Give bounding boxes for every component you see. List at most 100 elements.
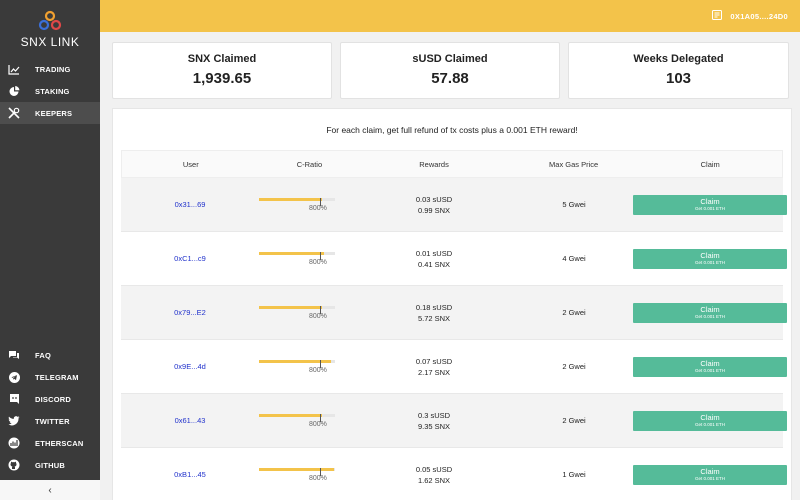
rewards-cell: 0.07 sUSD 2.17 SNX — [359, 356, 509, 378]
user-cell: 0x31...69 — [121, 200, 259, 209]
sidebar-item-faq[interactable]: FAQ — [0, 344, 100, 366]
user-address-link[interactable]: 0x61...43 — [174, 416, 206, 425]
sidebar-item-label: FAQ — [35, 350, 52, 360]
cratio-bar: 800% — [259, 249, 359, 269]
gas-price-cell: 5 Gwei — [562, 200, 586, 209]
discord-icon — [8, 393, 20, 405]
cratio-cell: 800% — [259, 411, 359, 431]
claim-button[interactable]: Claim Get 0.001 ETH — [633, 356, 787, 377]
column-header-user: User — [182, 159, 199, 169]
user-address-link[interactable]: 0x9E...4d — [174, 362, 206, 371]
pie-chart-icon — [8, 85, 20, 97]
claim-button-sublabel: Get 0.001 ETH — [694, 421, 725, 427]
table-row: 0x79...E2 800% 0.18 sUSD 5.72 SNX 2 Gwei… — [121, 286, 787, 340]
sidebar-item-label: GITHUB — [35, 460, 65, 470]
claim-button[interactable]: Claim Get 0.001 ETH — [633, 464, 787, 485]
cratio-bar: 800% — [259, 411, 359, 431]
claim-cell: Claim Get 0.001 ETH — [633, 356, 787, 377]
sidebar-item-keepers[interactable]: KEEPERS — [0, 102, 100, 124]
user-cell: 0x79...E2 — [121, 308, 259, 317]
cratio-label: 800% — [309, 258, 327, 266]
column-header-gas: Max Gas Price — [549, 159, 599, 169]
stat-card-snx-claimed: SNX Claimed 1,939.65 — [112, 42, 332, 99]
sidebar-item-staking[interactable]: STAKING — [0, 80, 100, 102]
cratio-label: 800% — [309, 474, 327, 482]
cratio-track — [259, 359, 335, 368]
cratio-fill — [259, 197, 323, 201]
sidebar-item-etherscan[interactable]: ETHERSCAN — [0, 432, 100, 454]
stat-label: Weeks Delegated — [633, 53, 724, 65]
claim-button-sublabel: Get 0.001 ETH — [694, 313, 725, 319]
app-name: SNX LINK — [20, 35, 80, 49]
cratio-cell: 800% — [259, 195, 359, 215]
claim-button-label: Claim — [700, 412, 720, 422]
sidebar-item-telegram[interactable]: TELEGRAM — [0, 366, 100, 388]
claim-cell: Claim Get 0.001 ETH — [633, 194, 787, 215]
user-cell: 0x9E...4d — [121, 362, 259, 371]
cratio-label: 800% — [309, 204, 327, 212]
sidebar-item-twitter[interactable]: TWITTER — [0, 410, 100, 432]
reward-susd: 0.3 sUSD — [417, 410, 451, 420]
table-row: 0xB1...45 800% 0.05 sUSD 1.62 SNX 1 Gwei… — [121, 448, 787, 500]
claim-button[interactable]: Claim Get 0.001 ETH — [633, 410, 787, 431]
sidebar-item-trading[interactable]: TRADING — [0, 58, 100, 80]
claim-cell: Claim Get 0.001 ETH — [633, 410, 787, 431]
user-address-link[interactable]: 0xC1...c9 — [174, 254, 206, 263]
sidebar-item-github[interactable]: GITHUB — [0, 454, 100, 476]
claims-table: User C-Ratio Rewards Max Gas Price Claim… — [121, 150, 787, 500]
cratio-fill — [259, 305, 323, 309]
logo[interactable]: SNX LINK — [0, 0, 100, 56]
topbar: 0X1A05....24D0 — [100, 0, 800, 32]
wallet-address-text: 0X1A05....24D0 — [730, 11, 788, 21]
rewards-cell: 0.05 sUSD 1.62 SNX — [359, 464, 509, 486]
wallet-icon — [712, 10, 723, 22]
cratio-track — [259, 197, 335, 206]
reward-susd: 0.07 sUSD — [415, 356, 453, 366]
column-header-claim: Claim — [700, 159, 720, 169]
stat-label: SNX Claimed — [187, 53, 257, 65]
cratio-label: 800% — [309, 366, 327, 374]
cratio-target-tick — [320, 197, 321, 206]
gas-price-cell: 2 Gwei — [562, 362, 586, 371]
rewards-cell: 0.18 sUSD 5.72 SNX — [359, 302, 509, 324]
stat-label: sUSD Claimed — [412, 53, 488, 65]
column-header-rewards: Rewards — [419, 159, 449, 169]
gas-price-cell: 2 Gwei — [562, 416, 586, 425]
claim-button[interactable]: Claim Get 0.001 ETH — [633, 194, 787, 215]
reward-susd: 0.01 sUSD — [415, 248, 453, 258]
cratio-cell: 800% — [259, 249, 359, 269]
cratio-fill — [259, 251, 325, 255]
cratio-cell: 800% — [259, 303, 359, 323]
claim-button-sublabel: Get 0.001 ETH — [694, 205, 725, 211]
stat-value: 57.88 — [431, 70, 469, 87]
table-row: 0x9E...4d 800% 0.07 sUSD 2.17 SNX 2 Gwei… — [121, 340, 787, 394]
table-row: 0xC1...c9 800% 0.01 sUSD 0.41 SNX 4 Gwei… — [121, 232, 787, 286]
reward-susd: 0.18 sUSD — [415, 302, 453, 312]
claim-cell: Claim Get 0.001 ETH — [633, 464, 787, 485]
user-address-link[interactable]: 0x31...69 — [174, 200, 206, 209]
rewards-cell: 0.01 sUSD 0.41 SNX — [359, 248, 509, 270]
sidebar-item-discord[interactable]: DISCORD — [0, 388, 100, 410]
reward-susd: 0.05 sUSD — [415, 464, 453, 474]
claim-button-label: Claim — [700, 466, 720, 476]
cratio-bar: 800% — [259, 357, 359, 377]
user-address-link[interactable]: 0xB1...45 — [174, 470, 206, 479]
rewards-cell: 0.03 sUSD 0.99 SNX — [359, 194, 509, 216]
table-row: 0x31...69 800% 0.03 sUSD 0.99 SNX 5 Gwei… — [121, 178, 787, 232]
sidebar-collapse-button[interactable]: ‹ — [0, 480, 100, 500]
table-header: User C-Ratio Rewards Max Gas Price Claim — [121, 150, 783, 178]
sidebar-item-label: ETHERSCAN — [35, 438, 84, 448]
etherscan-icon — [8, 437, 20, 449]
claim-button[interactable]: Claim Get 0.001 ETH — [633, 302, 787, 323]
claim-cell: Claim Get 0.001 ETH — [633, 248, 787, 269]
wallet-address[interactable]: 0X1A05....24D0 — [712, 10, 788, 22]
chevron-left-icon: ‹ — [48, 484, 52, 496]
stat-card-weeks-delegated: Weeks Delegated 103 — [568, 42, 789, 99]
user-address-link[interactable]: 0x79...E2 — [174, 308, 206, 317]
reward-snx: 0.41 SNX — [417, 259, 451, 269]
claim-button[interactable]: Claim Get 0.001 ETH — [633, 248, 787, 269]
claim-button-sublabel: Get 0.001 ETH — [694, 259, 725, 265]
github-icon — [8, 459, 20, 471]
reward-snx: 9.35 SNX — [417, 421, 451, 431]
user-cell: 0x61...43 — [121, 416, 259, 425]
